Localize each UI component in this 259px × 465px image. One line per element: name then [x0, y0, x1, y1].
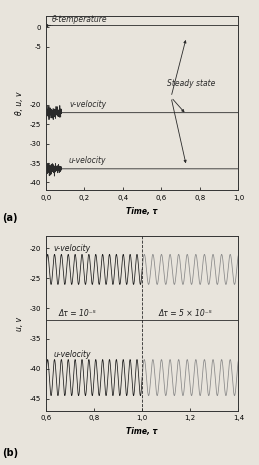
Text: v-velocity: v-velocity: [69, 100, 106, 109]
Y-axis label: θ, u, v: θ, u, v: [15, 91, 24, 115]
Text: u-velocity: u-velocity: [69, 156, 106, 165]
Text: (a): (a): [3, 213, 18, 223]
X-axis label: Time, τ: Time, τ: [126, 427, 158, 436]
Text: (b): (b): [3, 448, 19, 458]
Text: Δτ = 10⁻⁵: Δτ = 10⁻⁵: [58, 309, 96, 318]
Text: v-velocity: v-velocity: [53, 245, 90, 253]
Text: θ-temperature: θ-temperature: [52, 15, 107, 25]
Text: Δτ = 5 × 10⁻⁵: Δτ = 5 × 10⁻⁵: [159, 309, 212, 318]
Text: u-velocity: u-velocity: [53, 350, 91, 359]
Y-axis label: u, v: u, v: [15, 317, 24, 331]
Text: Steady state: Steady state: [167, 79, 215, 87]
X-axis label: Time, τ: Time, τ: [126, 206, 158, 216]
